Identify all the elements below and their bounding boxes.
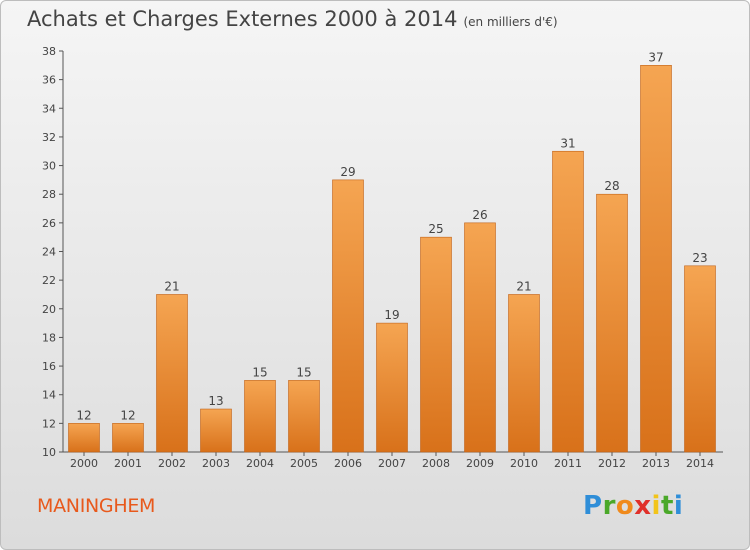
y-tick-label: 24 bbox=[42, 246, 56, 259]
y-tick-label: 32 bbox=[42, 131, 56, 144]
y-tick-label: 30 bbox=[42, 160, 56, 173]
y-tick-label: 28 bbox=[42, 188, 56, 201]
value-label-2004: 15 bbox=[252, 365, 267, 379]
y-tick-label: 22 bbox=[42, 274, 56, 287]
y-tick-label: 16 bbox=[42, 360, 56, 373]
x-tick-label: 2005 bbox=[290, 457, 318, 470]
chart-value-labels: 12 12 21 13 15 15 29 19 25 26 21 31 28 37 23 bbox=[76, 50, 707, 422]
x-tick-label: 2001 bbox=[114, 457, 142, 470]
logo-letter: i bbox=[651, 491, 661, 521]
value-label-2014: 23 bbox=[692, 251, 707, 265]
value-label-2002: 21 bbox=[164, 279, 179, 293]
bar-2002[interactable] bbox=[156, 294, 188, 453]
chart-bars bbox=[68, 65, 716, 453]
y-tick-label: 26 bbox=[42, 217, 56, 230]
x-tick-label: 2006 bbox=[334, 457, 362, 470]
x-tick-label: 2009 bbox=[466, 457, 494, 470]
chart-axes: 10 12 14 16 18 20 22 24 26 28 30 32 34 36 38 2000 2001 20… bbox=[42, 45, 723, 470]
x-tick-label: 2012 bbox=[598, 457, 626, 470]
x-tick-label: 2013 bbox=[642, 457, 670, 470]
bar-2007[interactable] bbox=[376, 322, 408, 453]
x-tick-label: 2007 bbox=[378, 457, 406, 470]
bar-2010[interactable] bbox=[508, 294, 540, 453]
x-tick-label: 2004 bbox=[246, 457, 274, 470]
bar-2014[interactable] bbox=[684, 265, 716, 453]
x-tick-label: 2010 bbox=[510, 457, 538, 470]
value-label-2006: 29 bbox=[340, 165, 355, 179]
value-label-2013: 37 bbox=[648, 50, 663, 64]
proxiti-logo[interactable]: Proxiti bbox=[583, 491, 683, 521]
bar-2012[interactable] bbox=[596, 193, 628, 453]
logo-letter: i bbox=[673, 491, 684, 521]
chart-subtitle: (en milliers d'€) bbox=[463, 15, 558, 29]
value-label-2008: 25 bbox=[428, 222, 443, 236]
logo-letter: r bbox=[602, 491, 616, 521]
value-label-2009: 26 bbox=[472, 208, 487, 222]
chart-title-text: Achats et Charges Externes 2000 à 2014 bbox=[27, 7, 458, 31]
bar-2009[interactable] bbox=[464, 222, 496, 453]
y-tick-label: 18 bbox=[42, 331, 56, 344]
bar-2013[interactable] bbox=[640, 65, 672, 453]
y-tick-label: 10 bbox=[42, 446, 56, 459]
chart-title: Achats et Charges Externes 2000 à 2014 (e… bbox=[27, 7, 558, 31]
bar-2006[interactable] bbox=[332, 179, 364, 453]
commune-name: MANINGHEM bbox=[37, 495, 156, 517]
x-tick-label: 2014 bbox=[686, 457, 714, 470]
bar-2000[interactable] bbox=[68, 423, 100, 453]
value-label-2011: 31 bbox=[560, 136, 575, 150]
bar-2003[interactable] bbox=[200, 408, 232, 453]
x-tick-label: 2000 bbox=[70, 457, 98, 470]
bar-2001[interactable] bbox=[112, 423, 144, 453]
value-label-2001: 12 bbox=[120, 408, 135, 422]
x-tick-label: 2002 bbox=[158, 457, 186, 470]
value-label-2010: 21 bbox=[516, 279, 531, 293]
value-label-2012: 28 bbox=[604, 179, 619, 193]
logo-letter: t bbox=[660, 491, 674, 521]
y-tick-label: 38 bbox=[42, 45, 56, 58]
y-tick-label: 12 bbox=[42, 417, 56, 430]
logo-letter: P bbox=[583, 491, 603, 521]
logo-letter: o bbox=[615, 491, 635, 521]
bar-2011[interactable] bbox=[552, 150, 584, 453]
y-tick-label: 34 bbox=[42, 102, 56, 115]
bar-2005[interactable] bbox=[288, 380, 320, 453]
bar-2004[interactable] bbox=[244, 380, 276, 453]
value-label-2003: 13 bbox=[208, 394, 223, 408]
bar-2008[interactable] bbox=[420, 236, 452, 453]
value-label-2000: 12 bbox=[76, 408, 91, 422]
value-label-2007: 19 bbox=[384, 308, 399, 322]
logo-letter: x bbox=[634, 491, 652, 521]
x-tick-label: 2011 bbox=[554, 457, 582, 470]
y-tick-label: 36 bbox=[42, 74, 56, 87]
value-label-2005: 15 bbox=[296, 365, 311, 379]
y-tick-label: 14 bbox=[42, 389, 56, 402]
x-tick-label: 2003 bbox=[202, 457, 230, 470]
y-tick-label: 20 bbox=[42, 303, 56, 316]
x-tick-label: 2008 bbox=[422, 457, 450, 470]
